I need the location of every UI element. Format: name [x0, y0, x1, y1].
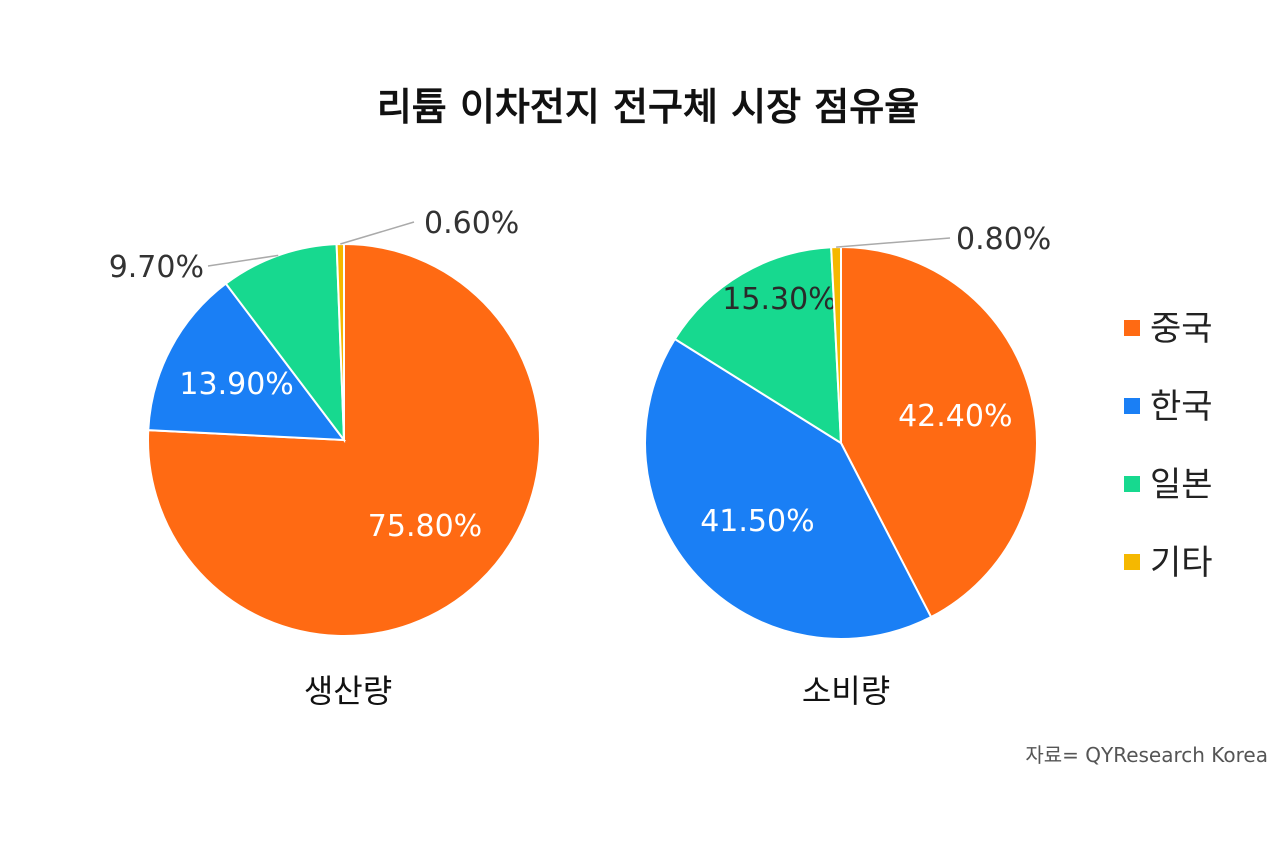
legend-label-1: 한국	[1150, 387, 1213, 427]
pie-slice-1-1	[644, 337, 933, 640]
pie-slice-0-3	[335, 242, 345, 441]
pie-slice-0-1	[147, 282, 347, 442]
consumption-pie: 42.40% 41.50% 15.30% 0.80%	[644, 222, 1051, 640]
chart-title: 리튬 이차전지 전구체 시장 점유율	[377, 85, 919, 129]
data-label-0-1: 13.90%	[179, 367, 293, 402]
legend-label-0: 중국	[1150, 309, 1213, 349]
data-label-0-0: 75.80%	[368, 509, 482, 544]
consumption-subtitle: 소비량	[802, 672, 890, 710]
legend-label-2: 일본	[1150, 465, 1213, 505]
leader-line-0-3	[340, 221, 415, 245]
data-label-0-2: 9.70%	[109, 250, 204, 285]
pie-slice-0-0	[147, 242, 541, 637]
legend-label-3: 기타	[1150, 543, 1213, 583]
data-label-1-3: 0.80%	[956, 222, 1051, 257]
production-subtitle: 생산량	[304, 672, 392, 710]
pie-slice-1-0	[840, 245, 1038, 619]
production-pie: 75.80% 13.90% 9.70% 0.60%	[109, 206, 541, 637]
legend-swatch-3	[1124, 554, 1140, 570]
legend-swatch-1	[1124, 398, 1140, 414]
source-note: 자료= QYResearch Korea	[1025, 743, 1268, 767]
pie-slice-0-2	[224, 243, 346, 444]
legend-swatch-0	[1124, 320, 1140, 336]
data-label-1-2: 15.30%	[722, 282, 836, 317]
pie-slice-1-2	[673, 246, 843, 445]
data-label-0-3: 0.60%	[424, 206, 519, 241]
leader-line-1-3	[836, 237, 951, 248]
leader-line-0-2	[207, 254, 279, 267]
data-label-1-1: 41.50%	[700, 504, 814, 539]
legend-swatch-2	[1124, 476, 1140, 492]
data-label-1-0: 42.40%	[898, 399, 1012, 434]
